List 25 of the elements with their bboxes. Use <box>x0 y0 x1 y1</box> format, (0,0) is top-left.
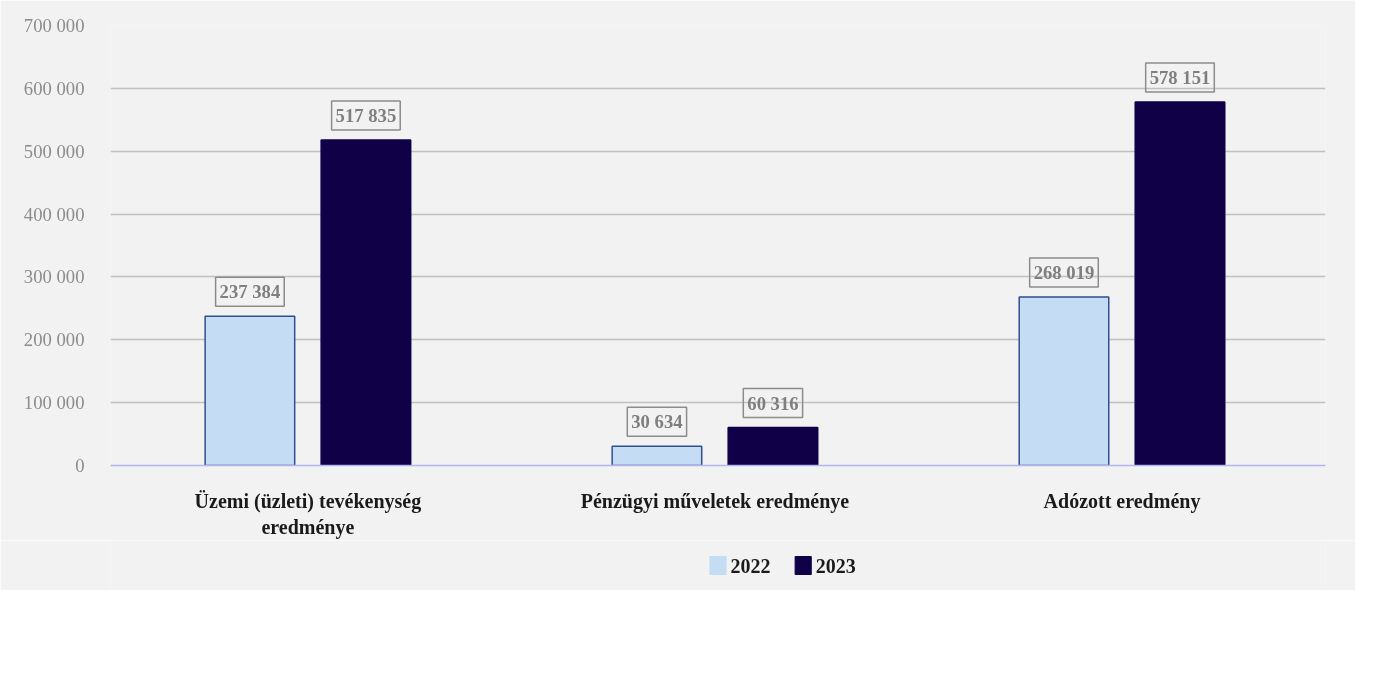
text: 30 634 <box>631 411 683 433</box>
bar <box>320 139 412 466</box>
y-tick-label: 500 000 <box>23 140 85 162</box>
y-tick-label: 200 000 <box>23 329 85 351</box>
bar <box>1134 101 1226 466</box>
x-tick-label: Adózott eredmény <box>1043 489 1201 513</box>
bar <box>1018 296 1110 466</box>
text: 237 384 <box>219 281 281 303</box>
text: 517 835 <box>335 105 397 126</box>
x-tick-label: Pénzügyi műveletek eredménye <box>580 489 850 513</box>
bar <box>204 315 296 466</box>
y-tick-label: 100 000 <box>23 392 85 414</box>
x-tick-label: Üzemi (üzleti) tevékenység eredménye <box>194 489 422 539</box>
legend-label: 2023 <box>815 554 856 577</box>
y-tick-label: 700 000 <box>23 15 85 36</box>
bar <box>611 445 703 466</box>
y-tick-label: 300 000 <box>23 266 85 288</box>
y-tick-label: 400 000 <box>23 203 85 225</box>
text: 578 151 <box>1149 67 1211 89</box>
legend-label: 2022 <box>730 554 771 577</box>
y-tick-label: 600 000 <box>23 77 85 99</box>
bar <box>727 426 819 466</box>
text: 268 019 <box>1033 262 1095 284</box>
text: 60 316 <box>747 392 799 414</box>
y-tick-label: 0 <box>75 455 85 476</box>
